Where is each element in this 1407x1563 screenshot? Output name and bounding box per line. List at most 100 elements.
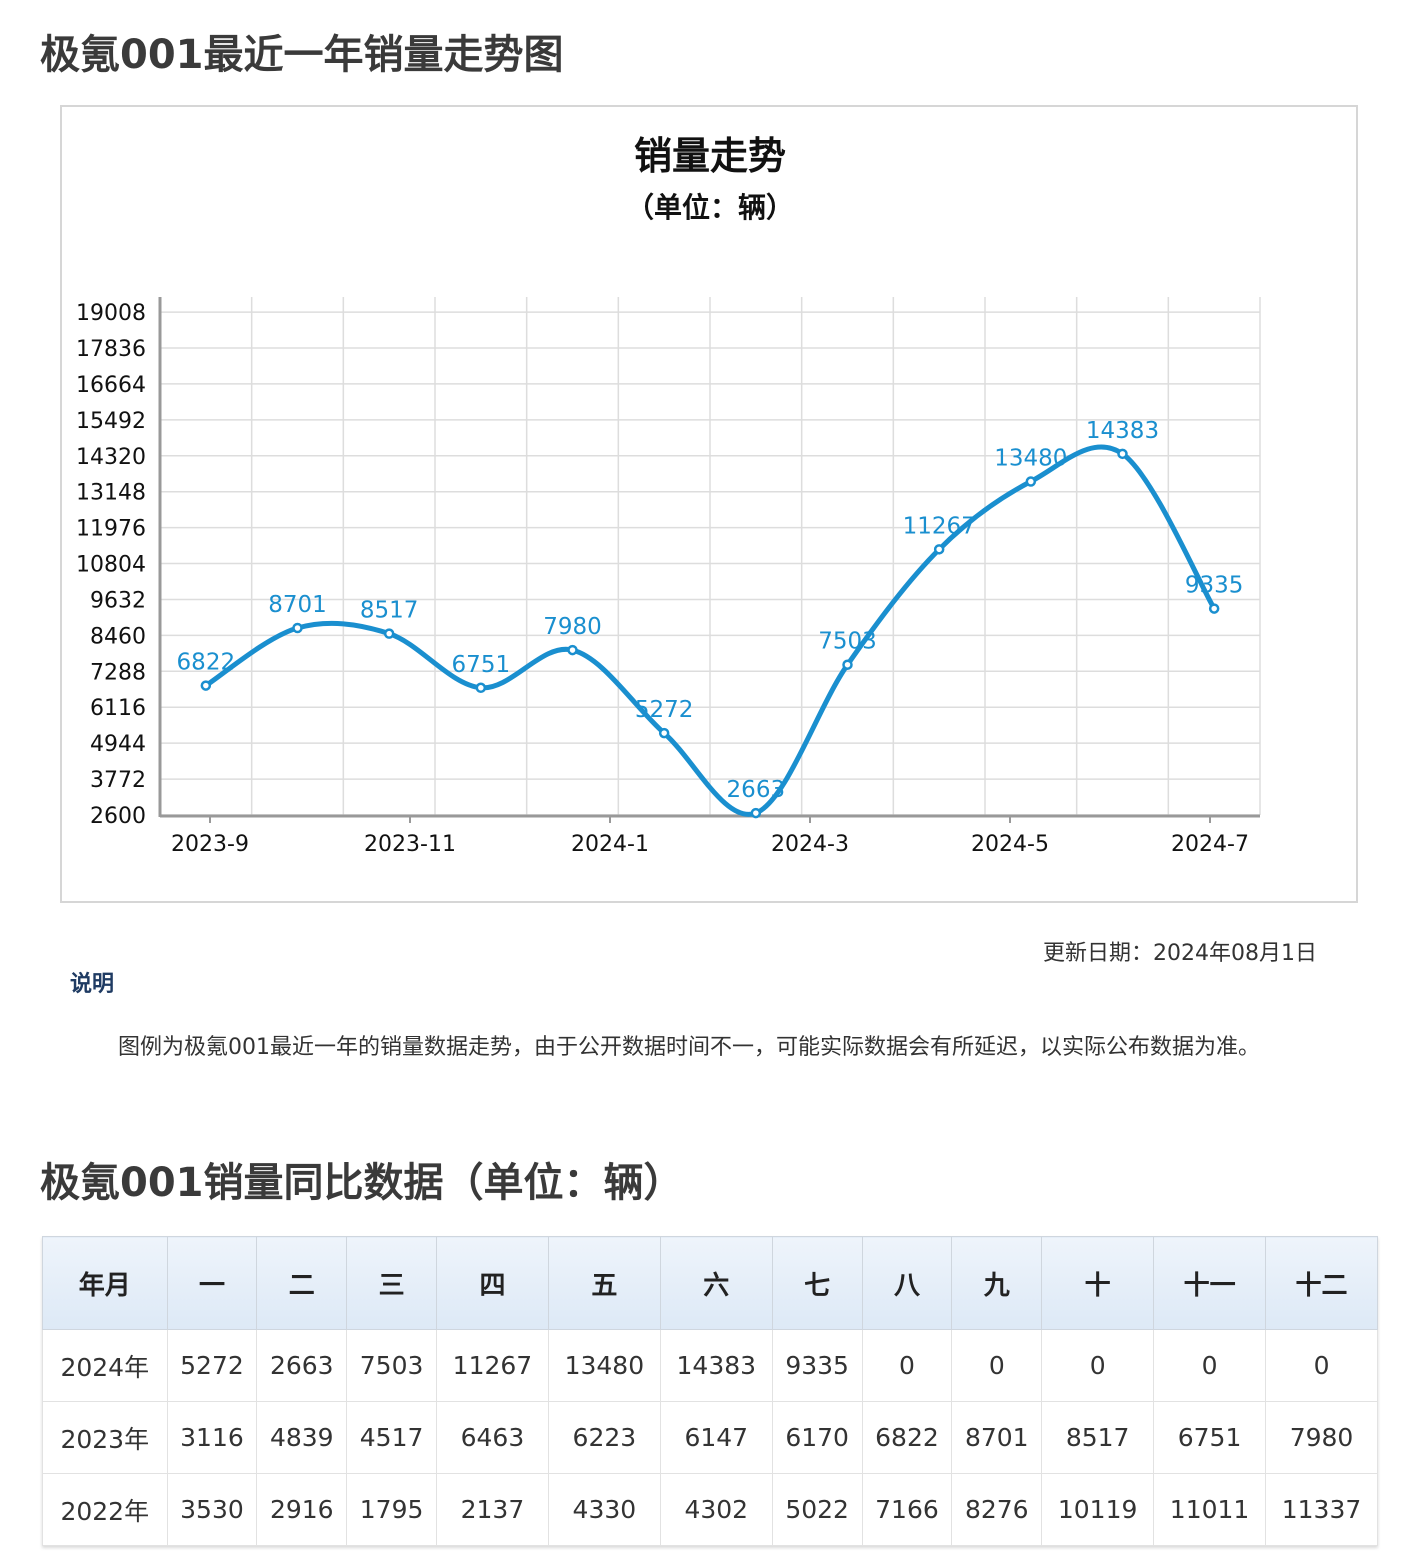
table-header-cell: 一: [166, 1236, 258, 1330]
table-cell: 1795: [346, 1473, 437, 1546]
y-tick-label: 8460: [90, 624, 146, 649]
chart-subtitle: （单位：辆）: [626, 191, 794, 224]
table-cell: 4302: [659, 1473, 773, 1546]
data-point: [933, 544, 945, 555]
chart-grid: [159, 297, 1261, 816]
y-tick-label: 13148: [76, 481, 146, 506]
y-tick-label: 3772: [90, 768, 146, 793]
table-cell: 8701: [951, 1401, 1043, 1474]
data-label: 6751: [452, 652, 511, 678]
row-year-cell: 2024年: [42, 1329, 168, 1402]
table-cell: 7980: [1265, 1401, 1378, 1474]
x-tick-label: 2024-5: [971, 832, 1049, 857]
table-cell: 11267: [435, 1329, 549, 1402]
y-tick-label: 16664: [76, 373, 146, 398]
page-title: 极氪001最近一年销量走势图: [40, 32, 564, 78]
y-tick-label: 6116: [90, 696, 146, 721]
chart-series: [200, 444, 1220, 819]
y-tick-label: 17836: [76, 337, 146, 362]
yoy-sales-table: 年月一二三四五六七八九十十一 十二 2024年 5272 2663 7503 11267 1…: [42, 1236, 1378, 1546]
data-point: [842, 659, 853, 670]
y-tick-label: 11976: [76, 517, 146, 542]
table-cell: 4517: [346, 1401, 437, 1474]
table-cell: 0: [1153, 1329, 1267, 1402]
table-row: 2024年 5272 2663 7503 11267 13480 14383 9335 0 0 0 0…: [42, 1329, 1378, 1402]
table-cell: 9335: [771, 1329, 863, 1402]
update-date: 更新日期：2024年08月1日: [1043, 941, 1317, 966]
y-tick-label: 9632: [90, 588, 146, 613]
y-tick-label: 2600: [90, 804, 146, 829]
table-header-row: 年月一二三四五六七八九十十一 十二: [42, 1236, 1378, 1330]
table-cell: 4330: [547, 1473, 661, 1546]
data-point: [200, 680, 212, 691]
table-header-cell: 六: [659, 1236, 773, 1330]
table-cell: 13480: [547, 1329, 661, 1402]
table-cell: 14383: [659, 1329, 773, 1402]
table-cell: 0: [951, 1329, 1043, 1402]
table-header-cell: 二: [256, 1236, 348, 1330]
y-tick-label: 4944: [90, 732, 146, 757]
table-cell: 10119: [1041, 1473, 1155, 1546]
table-cell: 8276: [951, 1473, 1043, 1546]
data-label: 8701: [268, 592, 327, 618]
table-row: 2022年 3530 2916 1795 2137 4330 4302 5022 7166 827…: [42, 1473, 1378, 1546]
data-point: [658, 727, 670, 739]
y-tick-label: 19008: [76, 301, 146, 326]
table-header-cell: 十二: [1265, 1236, 1378, 1330]
table-cell: 6147: [659, 1401, 773, 1474]
data-label: 6822: [177, 650, 236, 676]
data-point: [1208, 603, 1220, 614]
table-header-cell: 九: [951, 1236, 1043, 1330]
table-cell: 11337: [1265, 1473, 1378, 1546]
table-title: 极氪001销量同比数据（单位：辆）: [40, 1160, 684, 1206]
table-header-cell: 八: [861, 1236, 953, 1330]
x-tick-label: 2024-3: [771, 832, 849, 857]
table-cell: 2916: [256, 1473, 348, 1546]
data-point: [1117, 448, 1128, 460]
chart-data-labels: 6822 8701 8517 6751 7980 5272 2663 7503 11267 134…: [177, 418, 1244, 803]
y-tick-label: 14320: [76, 445, 146, 470]
note-heading: 说明: [70, 972, 115, 997]
table-cell: 3116: [166, 1401, 258, 1474]
y-tick-label: 15492: [76, 409, 146, 434]
data-label: 13480: [994, 446, 1067, 472]
sales-trend-chart: 销量走势 （单位：辆） 2600 3772 4944 6116 7288 8460 9632…: [60, 105, 1358, 903]
table-header-cell: 三: [346, 1236, 437, 1330]
data-label: 8517: [360, 598, 419, 624]
data-point: [475, 682, 487, 694]
table-cell: 0: [861, 1329, 953, 1402]
table-cell: 11011: [1153, 1473, 1267, 1546]
table-cell: 4839: [256, 1401, 348, 1474]
x-tick-label: 2024-1: [571, 832, 649, 857]
row-year-cell: 2022年: [42, 1473, 168, 1546]
table-header-cell: 十: [1041, 1236, 1155, 1330]
data-label: 2663: [727, 777, 786, 803]
data-label: 7503: [818, 629, 877, 655]
data-label: 14383: [1086, 418, 1159, 444]
data-point: [567, 644, 578, 656]
table-cell: 3530: [166, 1473, 258, 1546]
table-cell: 2137: [435, 1473, 549, 1546]
x-tick-label: 2023-11: [364, 832, 456, 857]
table-cell: 6223: [547, 1401, 661, 1474]
table-cell: 5022: [771, 1473, 863, 1546]
chart-axes: 2600 3772 4944 6116 7288 8460 9632 10804 11976 13…: [76, 297, 1260, 857]
x-tick-label: 2023-9: [171, 832, 249, 857]
table-cell: 7166: [861, 1473, 953, 1546]
table-cell: 6170: [771, 1401, 863, 1474]
row-year-cell: 2023年: [42, 1401, 168, 1474]
table-cell: 5272: [166, 1329, 258, 1402]
table-cell: 8517: [1041, 1401, 1155, 1474]
table-header-cell: 十一: [1153, 1236, 1267, 1330]
x-tick-label: 2024-7: [1171, 832, 1249, 857]
y-tick-label: 10804: [76, 553, 146, 578]
table-cell: 6822: [861, 1401, 953, 1474]
table-cell: 7503: [346, 1329, 437, 1402]
data-point: [383, 628, 395, 639]
table-header-cell: 五: [547, 1236, 661, 1330]
data-label: 5272: [635, 697, 694, 723]
table-header-cell: 四: [435, 1236, 549, 1330]
table-cell: 2663: [256, 1329, 348, 1402]
data-point: [1025, 476, 1037, 487]
table-row: 2023年 3116 4839 4517 6463 6223 6147 6170 6822 870…: [42, 1401, 1378, 1474]
